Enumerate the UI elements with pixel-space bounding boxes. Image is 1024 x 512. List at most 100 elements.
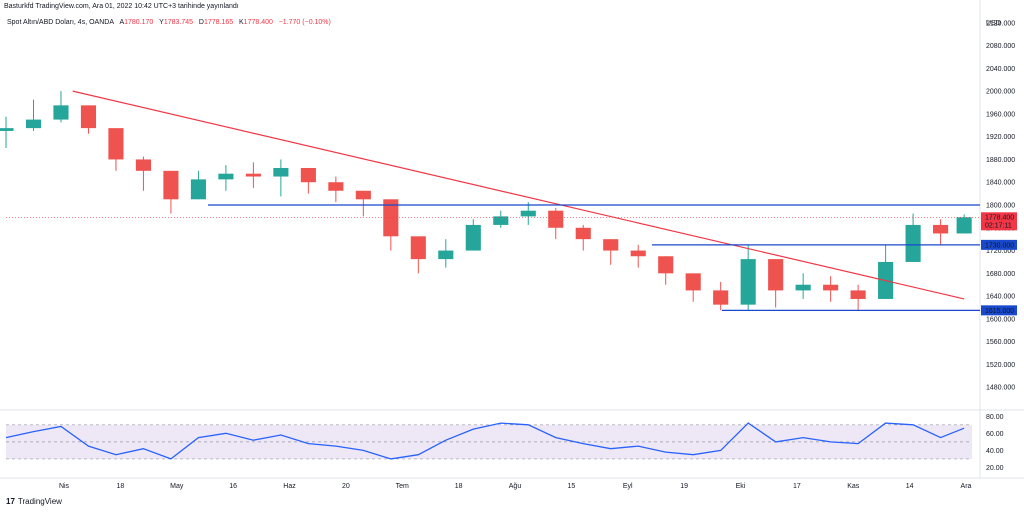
- time-tick-label: Eyl: [623, 483, 633, 490]
- rsi-band: [6, 424, 972, 460]
- tradingview-logo[interactable]: 17 TradingView: [6, 497, 62, 506]
- time-tick-label: Nis: [59, 483, 70, 490]
- time-tick-label: Eki: [736, 483, 746, 490]
- symbol-name[interactable]: Spot Altın/ABD Doları, 4s, OANDA: [7, 19, 114, 26]
- drawings-layer: [6, 90, 980, 311]
- candle-body: [823, 284, 839, 291]
- candle-body: [328, 182, 344, 191]
- symbol-legend: Spot Altın/ABD Doları, 4s, OANDA A1780.1…: [7, 19, 331, 26]
- time-tick-label: 19: [680, 483, 688, 490]
- price-tick-label: 1800.000: [986, 203, 1015, 210]
- time-tick-label: 20: [342, 483, 350, 490]
- time-tick-label: 18: [455, 483, 463, 490]
- price-tick-label: 1520.000: [986, 362, 1015, 369]
- time-axis[interactable]: Nis 18 May 16 Haz 20 Tem 18 Ağu 15 Eyl 19 Eki 17 Kas 14…: [59, 483, 972, 490]
- price-tick-label: 1960.000: [986, 111, 1015, 118]
- candle-body: [135, 159, 151, 171]
- level-badge: [981, 239, 1017, 250]
- time-tick-label: Tem: [396, 483, 409, 490]
- candle-body: [465, 224, 481, 251]
- candle-body: [355, 190, 371, 200]
- bar-countdown-label: 02:17:11: [985, 222, 1012, 229]
- price-tick-label: 2080.000: [986, 43, 1015, 50]
- level-badge-label: 1615.000: [985, 308, 1014, 315]
- candle-body: [658, 256, 674, 274]
- candle-body: [493, 216, 509, 225]
- candle-body: [575, 227, 591, 240]
- candle-body: [245, 173, 261, 177]
- time-tick-label: Ağu: [509, 483, 522, 490]
- candle-body: [383, 199, 399, 237]
- candle-body: [190, 179, 206, 200]
- trendline: [72, 90, 965, 300]
- candle-body: [438, 250, 454, 260]
- candle-body: [850, 290, 866, 299]
- candle-body: [603, 239, 619, 251]
- candle-body: [300, 167, 316, 183]
- candle-body: [768, 259, 784, 291]
- time-tick-label: 18: [116, 483, 124, 490]
- price-tick-label: 1680.000: [986, 271, 1015, 278]
- price-tick-label: 1920.000: [986, 134, 1015, 141]
- candle-body: [520, 210, 536, 217]
- tradingview-logo-icon: 17: [6, 497, 15, 506]
- ohlc-high: Y1783.745: [159, 19, 194, 26]
- price-tick-label: 2000.000: [986, 89, 1015, 96]
- candle-body: [685, 273, 701, 291]
- time-tick-label: 15: [567, 483, 575, 490]
- ohlc-low: D1778.165: [198, 19, 234, 26]
- publisher-line: Basturkfd TradingView.com, Ara 01, 2022 …: [4, 3, 239, 10]
- ohlc-open: A1780.170: [119, 19, 154, 26]
- candle-body: [740, 259, 756, 305]
- time-tick-label: 16: [229, 483, 237, 490]
- candle-body: [410, 236, 426, 260]
- ohlc-change: −1.770 (−0.10%): [278, 19, 331, 26]
- price-tick-label: 1880.000: [986, 157, 1015, 164]
- price-tick-label: 1720.000: [986, 248, 1015, 255]
- last-price-badge: [981, 212, 1017, 231]
- rsi-line: [5, 422, 965, 460]
- currency-label: USD: [986, 20, 1001, 27]
- candle-body: [713, 290, 729, 305]
- rsi-tick-label: 60.00: [986, 431, 1004, 438]
- candle-body: [80, 105, 97, 129]
- candle-body: [0, 128, 14, 131]
- candle-body: [795, 284, 811, 291]
- candle-body: [163, 170, 179, 200]
- time-tick-label: 14: [906, 483, 914, 490]
- level-badge-label: 1730.000: [985, 242, 1014, 249]
- candlestick-series: [0, 91, 972, 311]
- time-tick-label: 17: [793, 483, 801, 490]
- candle-body: [273, 167, 289, 177]
- price-tick-label: 1640.000: [986, 294, 1015, 301]
- candle-body: [25, 119, 42, 129]
- level-badge: [981, 305, 1017, 316]
- price-tick-label: 2040.000: [986, 66, 1015, 73]
- time-tick-label: Kas: [847, 483, 860, 490]
- price-tick-label: 1560.000: [986, 339, 1015, 346]
- candle-body: [905, 224, 921, 262]
- last-price-label: 1778.400: [985, 214, 1014, 221]
- rsi-tick-label: 20.00: [986, 465, 1004, 472]
- candle-body: [630, 250, 646, 257]
- candle-body: [53, 105, 69, 120]
- tradingview-brand: TradingView: [17, 497, 62, 506]
- time-tick-label: May: [170, 483, 184, 490]
- candle-body: [956, 217, 972, 234]
- rsi-tick-label: 80.00: [986, 414, 1004, 421]
- candle-body: [218, 173, 234, 180]
- price-tick-label: 1840.000: [986, 180, 1015, 187]
- price-tick-label: 1600.000: [986, 316, 1015, 323]
- candle-body: [933, 224, 949, 234]
- price-tick-label: 1480.000: [986, 385, 1015, 392]
- rsi-tick-label: 40.00: [986, 448, 1004, 455]
- candle-body: [548, 210, 564, 228]
- price-tick-label: 2120.000: [986, 20, 1015, 27]
- rsi-series: [5, 422, 965, 460]
- ohlc-close: K1778.400: [239, 19, 273, 26]
- time-tick-label: Ara: [961, 483, 972, 490]
- time-tick-label: Haz: [283, 483, 296, 490]
- candle-body: [108, 128, 124, 160]
